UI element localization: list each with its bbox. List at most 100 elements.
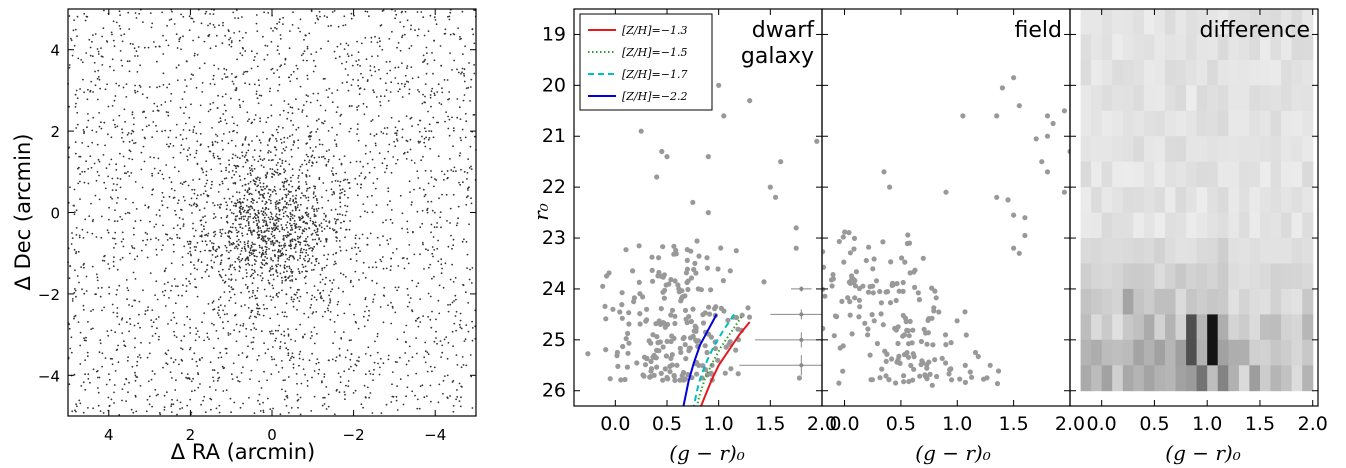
- sky-point: [466, 172, 469, 174]
- sky-point: [376, 332, 379, 335]
- sky-point: [404, 352, 407, 354]
- star-point: [672, 377, 678, 383]
- sky-point: [175, 136, 178, 139]
- sky-point: [238, 223, 241, 226]
- sky-point: [368, 370, 371, 372]
- sky-point: [446, 396, 449, 399]
- sky-point: [201, 91, 204, 93]
- sky-point: [178, 38, 181, 41]
- star-point: [853, 269, 860, 275]
- sky-point: [189, 347, 192, 349]
- hess-cell: [1112, 263, 1124, 290]
- sky-point: [258, 307, 261, 310]
- sky-point: [246, 70, 249, 73]
- sky-point: [184, 122, 187, 125]
- x-tick-label: 1.0: [704, 413, 734, 435]
- sky-point: [82, 381, 85, 384]
- sky-point: [121, 64, 124, 67]
- sky-point: [220, 232, 223, 235]
- sky-point: [437, 155, 440, 158]
- star-point: [625, 350, 631, 356]
- hess-cell: [1217, 314, 1229, 341]
- sky-point: [165, 143, 168, 146]
- sky-point: [133, 117, 135, 119]
- sky-point: [440, 272, 443, 275]
- sky-point: [325, 239, 328, 242]
- sky-point: [334, 331, 336, 333]
- sky-point: [291, 240, 294, 243]
- sky-point: [437, 260, 440, 263]
- sky-point: [279, 173, 282, 175]
- sky-point: [344, 204, 346, 207]
- sky-point: [266, 185, 268, 188]
- sky-point: [268, 198, 270, 201]
- sky-point: [252, 243, 255, 246]
- hess-cell: [1249, 110, 1261, 137]
- sky-point: [205, 10, 208, 13]
- sky-point: [339, 213, 341, 216]
- sky-point: [71, 54, 74, 57]
- sky-point: [371, 266, 374, 269]
- sky-point: [384, 171, 386, 174]
- sky-point: [170, 262, 173, 265]
- sky-point: [371, 55, 373, 58]
- sky-point: [277, 295, 279, 298]
- sky-point: [269, 221, 272, 224]
- sky-point: [186, 404, 189, 407]
- sky-point: [84, 19, 87, 22]
- sky-point: [111, 177, 114, 180]
- sky-point: [196, 268, 199, 271]
- hess-cell: [1281, 34, 1293, 61]
- sky-point: [296, 393, 299, 396]
- star-point: [947, 366, 954, 372]
- sky-point: [452, 281, 455, 283]
- sky-point: [358, 237, 361, 240]
- sky-point: [284, 260, 287, 263]
- sky-point: [212, 376, 214, 379]
- hess-cell: [1249, 59, 1261, 86]
- sky-point: [251, 295, 254, 298]
- sky-point: [247, 216, 250, 218]
- hess-cell: [1154, 136, 1166, 163]
- sky-point: [332, 342, 334, 345]
- sky-point: [327, 405, 330, 408]
- star-point: [607, 376, 613, 382]
- sky-point: [125, 321, 128, 324]
- sky-point: [187, 184, 190, 187]
- sky-point: [233, 329, 236, 332]
- sky-point: [287, 328, 289, 330]
- sky-point: [401, 128, 404, 131]
- sky-point: [230, 212, 233, 214]
- sky-point: [424, 58, 426, 61]
- sky-point: [119, 152, 121, 155]
- sky-point: [261, 207, 264, 210]
- sky-point: [134, 91, 137, 94]
- sky-point: [464, 136, 467, 139]
- sky-point: [390, 209, 393, 211]
- sky-point: [286, 265, 288, 268]
- sky-point: [379, 104, 382, 107]
- sky-point: [318, 156, 320, 159]
- sky-point: [336, 133, 338, 136]
- sky-point: [463, 94, 466, 96]
- sky-point: [304, 255, 307, 258]
- sky-point: [136, 90, 139, 93]
- sky-point: [157, 316, 160, 318]
- legend-label: [Z/H]=−1.5: [622, 46, 687, 59]
- sky-point: [404, 83, 406, 86]
- sky-point: [243, 71, 246, 73]
- hess-cell: [1217, 136, 1229, 163]
- sky-point: [279, 158, 281, 161]
- sky-point: [173, 334, 176, 337]
- sky-point: [303, 159, 306, 162]
- hess-cell: [1207, 339, 1219, 366]
- field-xlabel: (g − r)₀: [915, 441, 990, 465]
- sky-point: [99, 410, 102, 412]
- sky-point: [357, 84, 360, 87]
- sky-point: [116, 268, 119, 271]
- sky-point: [204, 221, 207, 224]
- sky-point: [92, 308, 94, 311]
- sky-point: [116, 183, 118, 186]
- star-point: [870, 266, 876, 272]
- star-point: [883, 358, 889, 364]
